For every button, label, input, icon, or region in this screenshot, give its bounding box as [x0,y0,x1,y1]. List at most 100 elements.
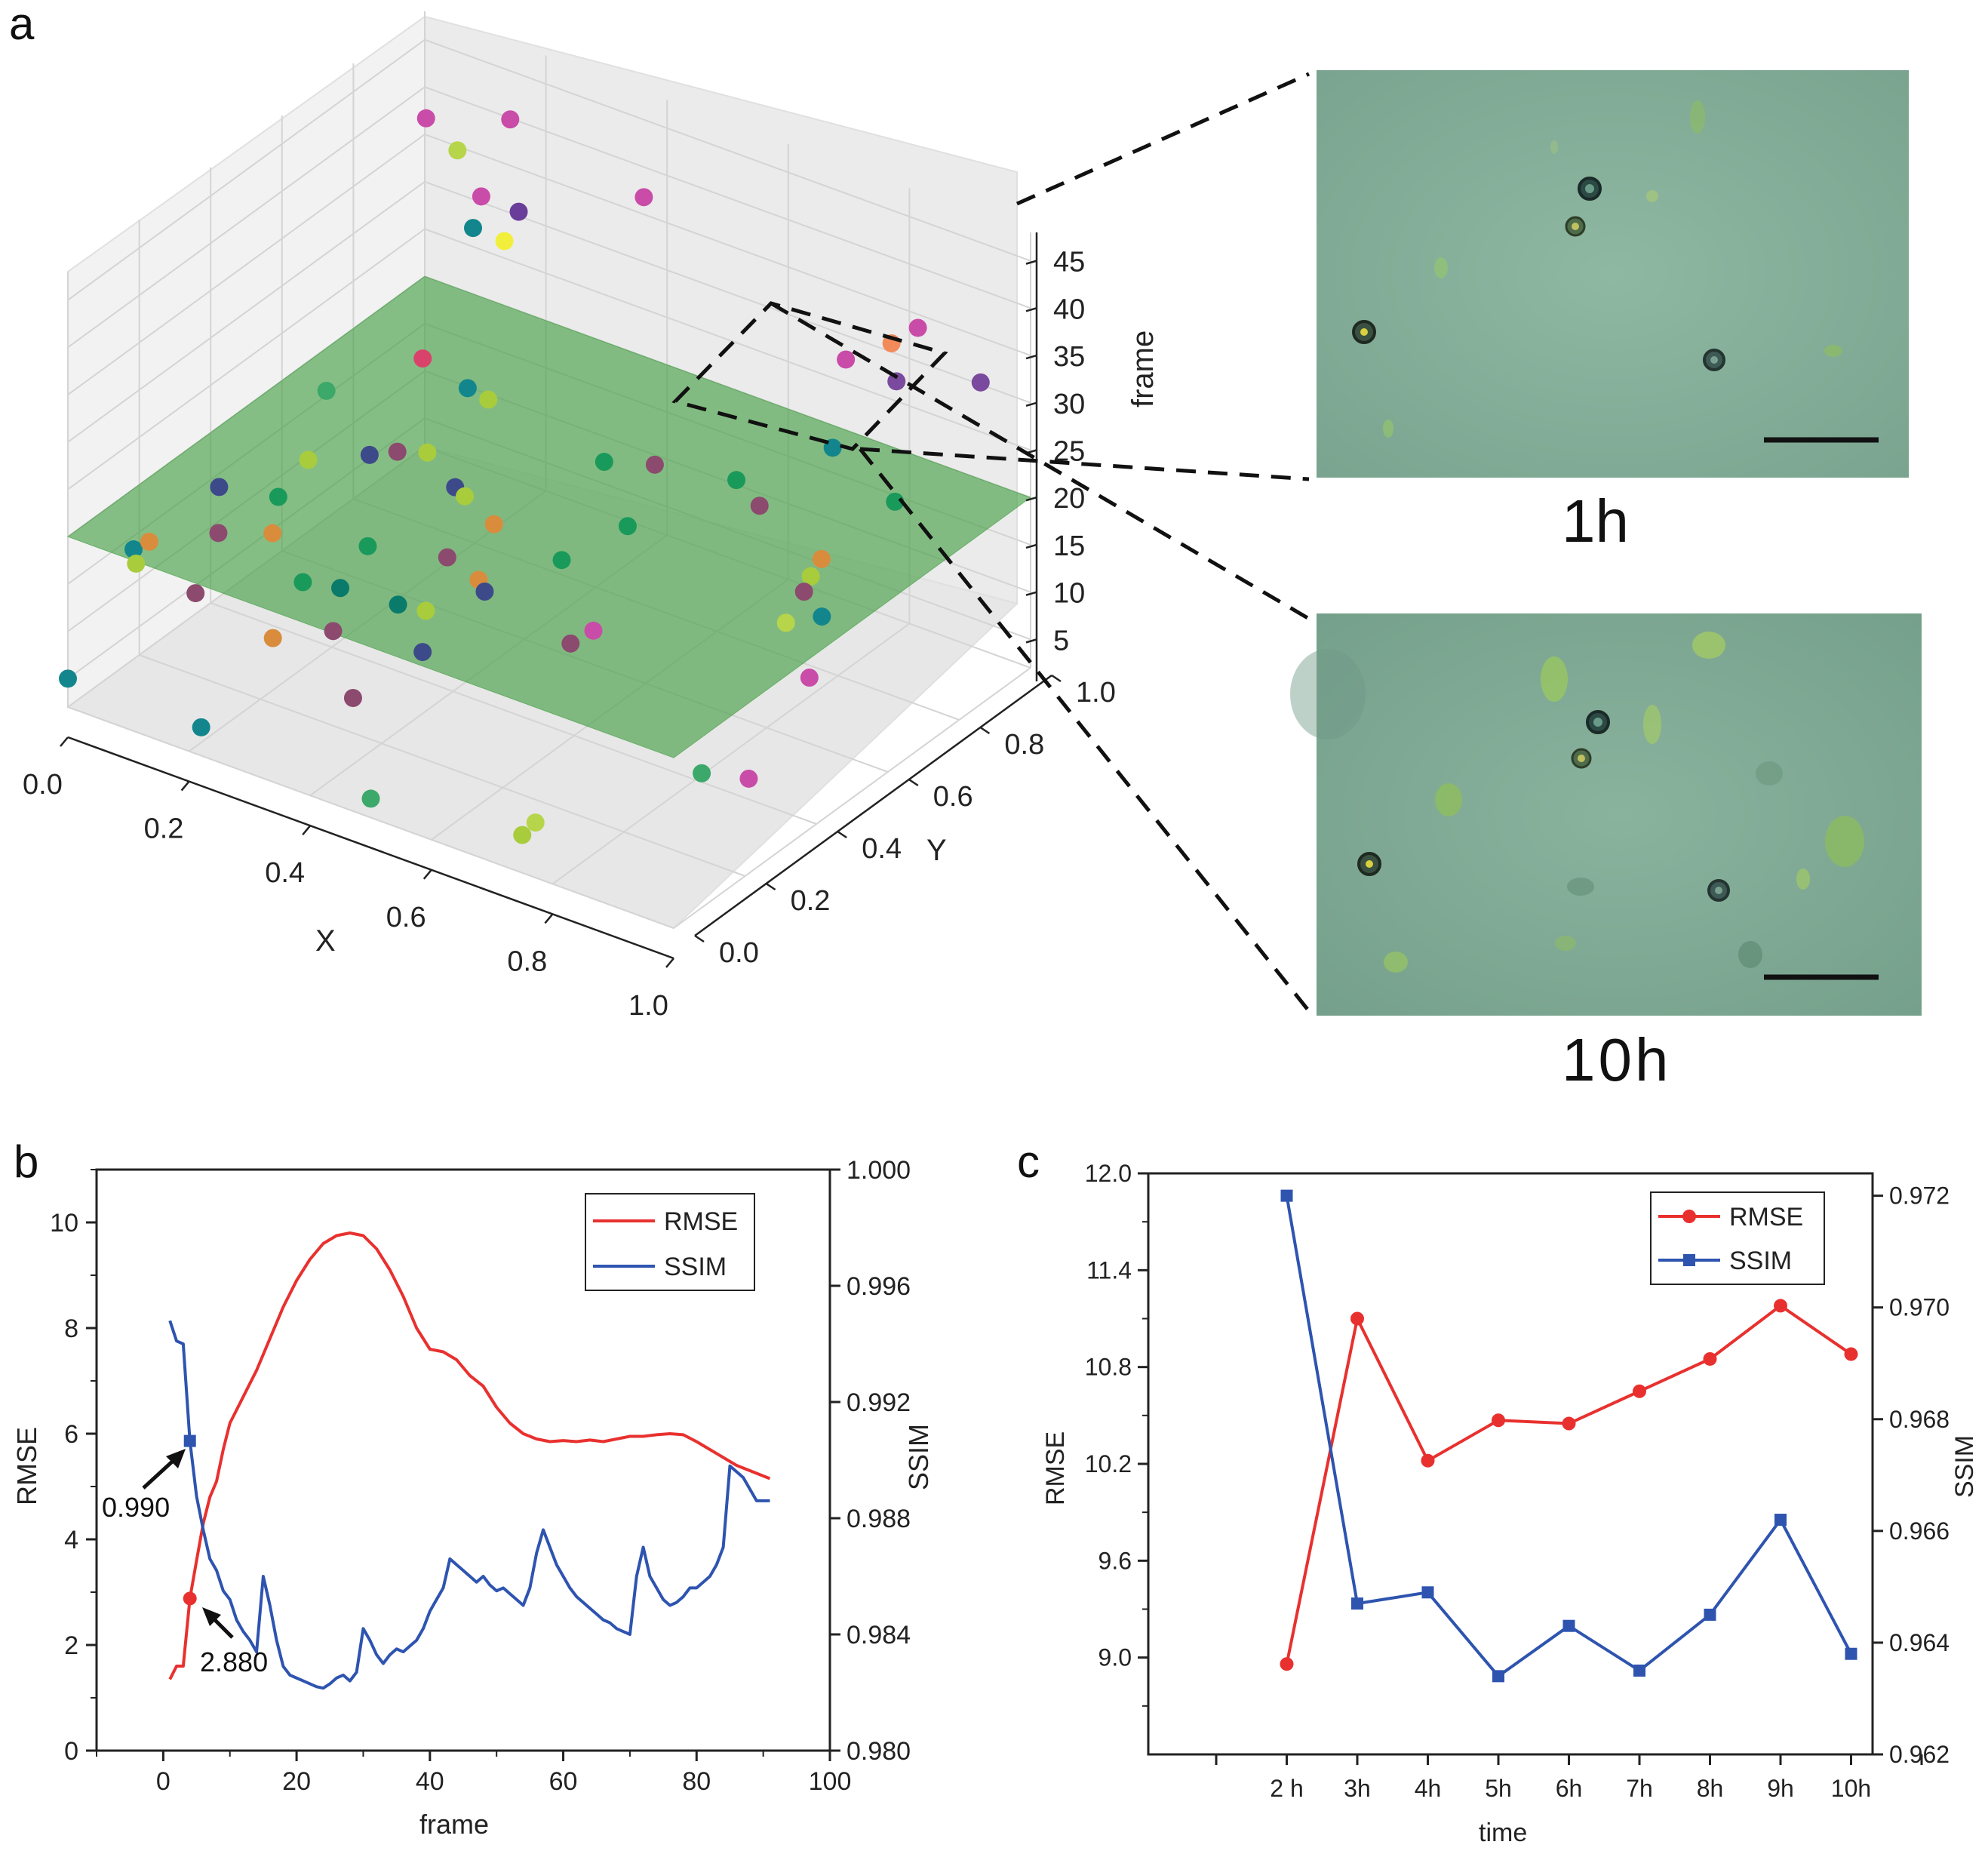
beads-1h [1352,177,1725,371]
panel-c-line-chart: 2 h 3h 4h 5h 6h 7h 8h 9h 10h 9.0 9.6 10.2 10.8 11.4 12… [1041,1160,1979,1847]
point-ssim [1704,1608,1716,1621]
scatter-point [317,381,336,400]
y-tick-label: 0.6 [933,781,973,813]
x-tick-label: 60 [549,1767,578,1796]
scatter-point [971,373,990,392]
scatter-point [210,478,229,497]
grid-line [424,38,1031,262]
y-tick-label: 0.8 [1004,729,1044,761]
y2-tick-label: 0.968 [1889,1406,1950,1433]
x-tick-mark [60,736,69,747]
point-rmse [1774,1299,1787,1313]
micrograph-1h-label: 1h [1562,487,1629,555]
scatter-point [727,471,746,490]
grid-line [67,180,426,443]
point-rmse [1562,1416,1576,1431]
scatter-point [812,549,831,568]
panel-c-ticks: 2 h 3h 4h 5h 6h 7h 8h 9h 10h 9.0 9.6 10.2 10.8 11.4 12… [1085,1160,1950,1802]
z-tick-label: 10 [1053,578,1085,610]
scatter-point [209,524,228,543]
y2-tick-label: 0.970 [1889,1294,1950,1321]
x-tick-mark [665,958,674,968]
scatter-point [389,595,407,614]
scatter-point [693,764,711,782]
scatter-point [388,442,407,461]
y-tick-label: 8 [64,1314,78,1343]
grid-line [139,654,745,877]
scatter-point [776,613,795,632]
panel-b-y2label: SSIM [903,1424,934,1490]
scatter-point [456,487,475,506]
zoom-line-1 [1016,72,1310,206]
series-line-rmse [168,1231,771,1680]
scatter-point [263,629,282,647]
x-tick-label: 0.8 [507,945,547,977]
y2-tick-label: 0.972 [1889,1182,1950,1210]
x-tick-label: 0.6 [386,902,426,933]
scatter-point [438,548,456,567]
y-tick-label: 0 [64,1737,78,1766]
scatter-point [127,554,146,573]
legend-marker-ssim [1683,1254,1695,1266]
panel-b-ticks: 0 20 40 60 80 100 0 2 4 6 8 10 0.980 0.984 0.988 0.992 0… [50,1156,911,1796]
legend-label-ssim: SSIM [664,1253,727,1281]
y-tick-mark [1051,674,1062,683]
cell-blobs-1h [1383,100,1842,438]
x-tick-label: 1.0 [628,990,668,1022]
scatter-point [794,583,813,601]
micrograph-10h-label: 10h [1562,1026,1671,1093]
z-tick-label: 30 [1053,389,1085,420]
y2-tick-label: 0.964 [1889,1629,1950,1656]
ssim-marker [183,1434,196,1447]
scatter-point [750,497,769,515]
point-ssim [1492,1670,1504,1683]
cell-blobs-10h [1290,632,1864,973]
panel-b-xlabel: frame [419,1809,489,1840]
z-tick-label: 20 [1053,483,1085,515]
x-axis-line [67,736,674,960]
scatter-point [186,584,205,603]
scatter-point [837,350,856,369]
y-axis-title: Y [926,834,947,867]
scatter-point [886,492,905,511]
micrograph-1h: 1h [1317,70,1909,555]
grid-line [552,623,910,885]
point-ssim [1421,1586,1434,1599]
scatter-point [59,669,77,688]
scatter-point [263,524,282,543]
grid-line [673,667,1031,929]
panel-c-legend: RMSE SSIM [1650,1191,1825,1285]
grid-line [67,86,426,349]
x-tick-label: 0.0 [23,769,63,801]
y-tick-label: 6 [64,1420,78,1449]
x-tick-label: 2 h [1270,1775,1303,1802]
x-tick-label: 100 [809,1767,852,1796]
legend-label-rmse: RMSE [664,1207,738,1236]
y-axis-line [694,674,1052,937]
x-axis-title: X [315,924,336,958]
x-tick-label: 0.2 [144,813,184,845]
y2-tick-label: 0.962 [1889,1741,1950,1768]
x-tick-label: 20 [282,1767,311,1796]
point-rmse [1633,1384,1646,1398]
z-axis-title: frame [1126,331,1160,407]
z-tick-label: 45 [1053,247,1085,278]
panel-c-ylabel: RMSE [1041,1431,1070,1505]
scatter-point [645,455,664,474]
scatter-point [595,453,613,472]
scatter-point [416,109,435,128]
point-ssim [1633,1664,1645,1677]
y-tick-mark [765,882,776,891]
point-rmse [1844,1347,1858,1361]
x-tick-mark [302,825,312,836]
scatter-point [800,669,819,687]
zoom-line-3 [770,301,1310,621]
legend-box [1650,1191,1825,1285]
scatter-point [479,390,498,409]
scatter-point [813,607,831,626]
panel-b-legend: RMSE SSIM [585,1193,755,1291]
scatter-point [552,551,571,570]
scatter-point [475,582,494,601]
scatter-point [331,579,350,598]
